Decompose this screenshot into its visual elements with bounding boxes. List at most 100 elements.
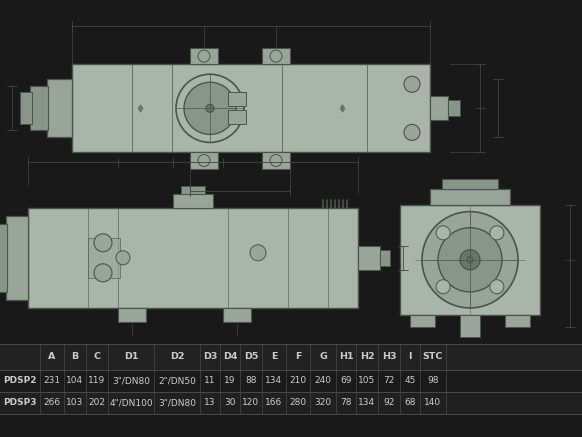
Circle shape (250, 245, 266, 261)
Text: 72: 72 (384, 376, 395, 385)
Text: F: F (294, 352, 301, 361)
Bar (410, 315, 435, 327)
Circle shape (422, 212, 518, 308)
Text: 134: 134 (359, 399, 375, 407)
Text: PDSP3: PDSP3 (3, 399, 37, 407)
Text: 2"/DN50: 2"/DN50 (158, 376, 196, 385)
Text: 134: 134 (265, 376, 283, 385)
Bar (20, 92, 32, 125)
Bar (448, 101, 460, 116)
Bar (173, 194, 213, 208)
Bar (190, 48, 218, 64)
Bar (430, 96, 448, 120)
Circle shape (490, 280, 504, 294)
Circle shape (176, 74, 244, 142)
Text: H1: H1 (339, 352, 353, 361)
Text: I: I (408, 352, 411, 361)
Text: A: A (48, 352, 56, 361)
Bar (358, 246, 380, 270)
Circle shape (198, 154, 210, 166)
Circle shape (184, 82, 236, 135)
Circle shape (436, 226, 450, 240)
Text: D1: D1 (124, 352, 139, 361)
Text: 119: 119 (88, 376, 105, 385)
Circle shape (270, 154, 282, 166)
Text: 45: 45 (404, 376, 416, 385)
Circle shape (404, 76, 420, 92)
Bar (380, 250, 390, 266)
Text: 103: 103 (66, 399, 84, 407)
Circle shape (404, 125, 420, 140)
Text: D4: D4 (223, 352, 237, 361)
Bar (442, 179, 498, 189)
Bar (28, 208, 358, 308)
Text: 105: 105 (359, 376, 375, 385)
Bar (0, 224, 7, 292)
Text: B: B (72, 352, 79, 361)
Text: 13: 13 (204, 399, 216, 407)
Bar (460, 315, 480, 337)
Bar (505, 315, 530, 327)
Text: D3: D3 (203, 352, 217, 361)
Text: 210: 210 (289, 376, 307, 385)
Text: 78: 78 (340, 399, 352, 407)
Bar (223, 308, 251, 322)
Circle shape (438, 228, 502, 292)
Bar (88, 238, 120, 278)
Text: 4"/DN100: 4"/DN100 (109, 399, 153, 407)
Circle shape (270, 50, 282, 62)
Bar (118, 308, 146, 322)
Bar (0, 392, 582, 414)
Bar (0, 370, 582, 392)
Text: 104: 104 (66, 376, 84, 385)
Text: E: E (271, 352, 277, 361)
Text: 120: 120 (243, 399, 260, 407)
Bar (430, 189, 510, 205)
Text: 3"/DN80: 3"/DN80 (112, 376, 150, 385)
Text: 30: 30 (224, 399, 236, 407)
Text: 320: 320 (314, 399, 332, 407)
Circle shape (116, 251, 130, 265)
Bar (6, 215, 28, 300)
Text: 69: 69 (340, 376, 352, 385)
Text: 88: 88 (245, 376, 257, 385)
Bar (72, 64, 430, 153)
Text: 92: 92 (384, 399, 395, 407)
Text: STC: STC (423, 352, 443, 361)
Text: H3: H3 (382, 352, 396, 361)
Text: PDSP2: PDSP2 (3, 376, 37, 385)
Bar (400, 205, 540, 315)
Bar (30, 86, 48, 130)
Text: D2: D2 (170, 352, 184, 361)
Bar (262, 153, 290, 169)
Bar (181, 186, 205, 194)
Text: 202: 202 (88, 399, 105, 407)
Text: 140: 140 (424, 399, 442, 407)
Text: G: G (319, 352, 327, 361)
Circle shape (94, 264, 112, 282)
Text: 280: 280 (289, 399, 307, 407)
Bar (0, 343, 582, 370)
Bar (47, 79, 72, 137)
Text: 231: 231 (44, 376, 61, 385)
Circle shape (436, 280, 450, 294)
Circle shape (94, 234, 112, 252)
Bar (262, 48, 290, 64)
Text: 166: 166 (265, 399, 283, 407)
Circle shape (460, 250, 480, 270)
Text: 240: 240 (314, 376, 332, 385)
Text: H2: H2 (360, 352, 374, 361)
Text: 266: 266 (44, 399, 61, 407)
Text: 68: 68 (404, 399, 416, 407)
Circle shape (467, 257, 473, 263)
Bar (228, 92, 246, 106)
Circle shape (490, 226, 504, 240)
Text: 98: 98 (427, 376, 439, 385)
Text: C: C (94, 352, 101, 361)
Text: 3"/DN80: 3"/DN80 (158, 399, 196, 407)
Bar (228, 110, 246, 125)
Circle shape (198, 50, 210, 62)
Text: D5: D5 (244, 352, 258, 361)
Bar (190, 153, 218, 169)
Text: 11: 11 (204, 376, 216, 385)
